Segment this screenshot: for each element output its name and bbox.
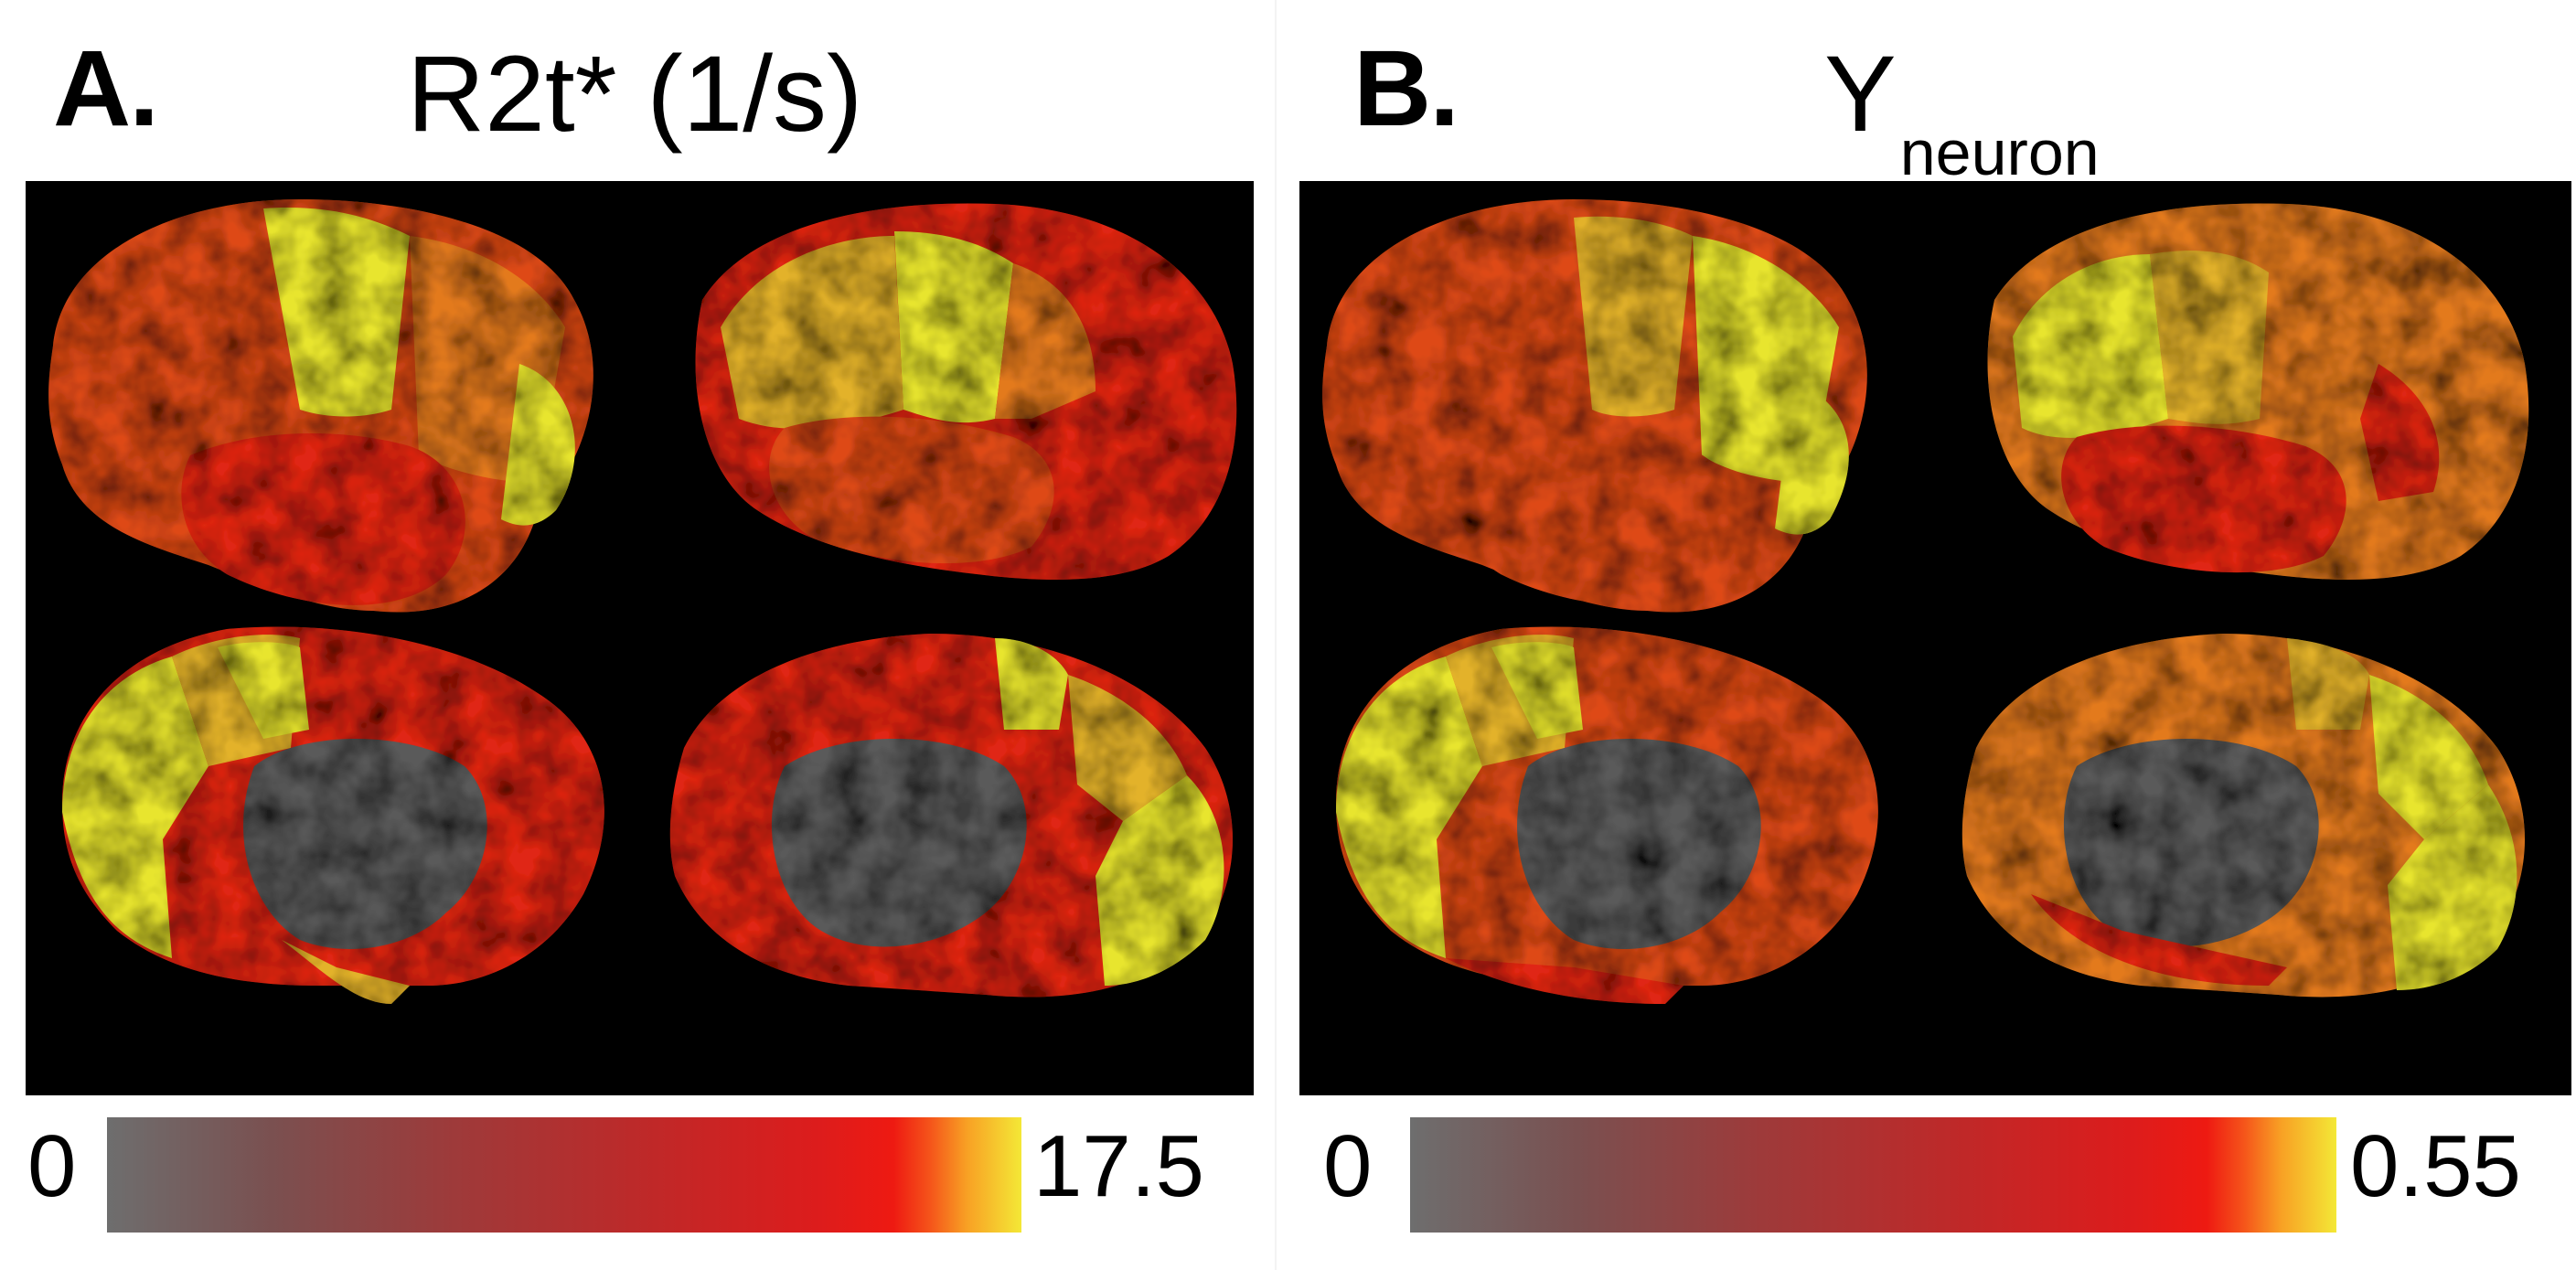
panel-title-subscript: neuron <box>1899 117 2100 188</box>
lateral-left-hemisphere <box>1322 199 1867 613</box>
panel-title: Yneuron <box>1824 40 2100 185</box>
brain-surface-svg <box>48 199 1237 1004</box>
colorbar-max-label: 0.55 <box>2350 1117 2521 1215</box>
lateral-right-hemisphere <box>695 203 1237 580</box>
brain-surface-image <box>26 181 1254 1095</box>
panel-divider <box>1275 0 1277 1270</box>
colorbar-min-label: 0 <box>27 1117 77 1215</box>
panel-title-main: Y <box>1824 34 1897 155</box>
lateral-right-hemisphere <box>1987 203 2529 580</box>
colorbar-max-label: 17.5 <box>1033 1117 1204 1215</box>
colorbar <box>1410 1117 2336 1233</box>
panel-a: A. R2t* (1/s) <box>0 0 1276 1270</box>
medial-right-hemisphere <box>1961 634 2525 998</box>
lateral-left-hemisphere <box>48 199 593 613</box>
brain-surface-svg <box>1322 199 2529 1004</box>
panel-title: R2t* (1/s) <box>407 40 862 148</box>
medial-left-hemisphere <box>62 626 604 1004</box>
medial-right-hemisphere <box>669 634 1233 998</box>
panel-letter: B. <box>1353 28 1459 149</box>
colorbar <box>107 1117 1021 1233</box>
panel-letter: A. <box>53 28 159 149</box>
medial-left-hemisphere <box>1336 626 1878 1004</box>
panel-b: B. Yneuron <box>1276 0 2576 1270</box>
panel-title-main: R2t* (1/s) <box>407 34 863 155</box>
brain-surface-image <box>1299 181 2571 1095</box>
colorbar-min-label: 0 <box>1323 1117 1373 1215</box>
